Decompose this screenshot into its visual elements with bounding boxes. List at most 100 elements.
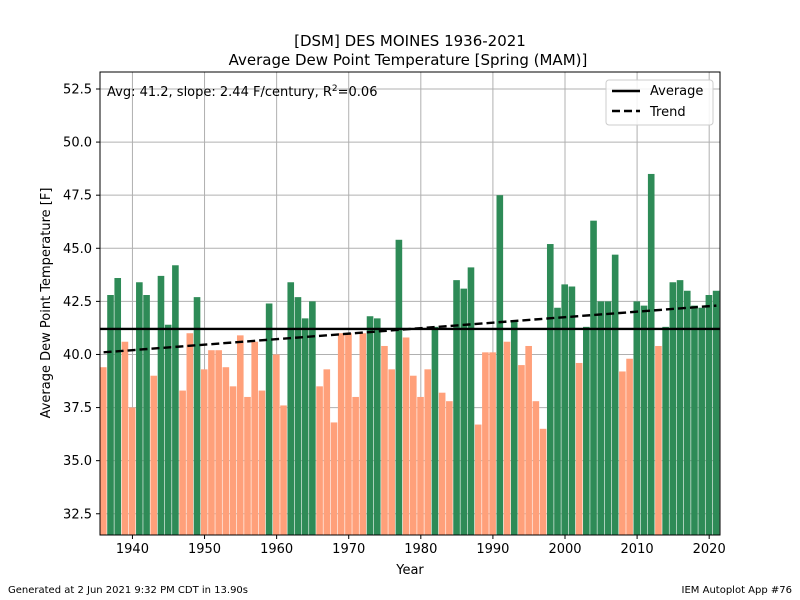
bar-1979 [410,375,417,535]
bar-2000 [561,284,569,535]
y-tick-label: 40.0 [63,348,92,363]
bar-1983 [438,392,446,535]
bar-1960 [273,354,280,535]
bar-2011 [640,305,648,535]
bar-1947 [179,390,186,535]
bar-1954 [229,386,237,535]
bar-1974 [373,318,381,535]
y-tick-label: 50.0 [63,136,92,151]
x-tick-label: 2000 [548,542,581,557]
bar-1945 [164,324,172,535]
bar-1994 [518,365,525,535]
bar-1970 [345,333,352,535]
bar-1942 [143,295,150,535]
bar-1985 [453,280,460,535]
bar-2001 [568,286,576,535]
bar-1941 [136,282,143,535]
bar-1950 [200,369,208,535]
bar-2018 [691,305,698,535]
bar-1998 [546,244,554,535]
x-tick-label: 1960 [260,542,293,557]
bar-1981 [424,369,432,535]
bar-2015 [669,282,677,535]
bar-1946 [172,265,179,535]
x-tick-label: 1980 [404,542,437,557]
legend-average-label: Average [650,84,703,99]
bar-1988 [474,424,482,535]
bar-1956 [244,396,251,535]
stats-annotation-tail: =0.06 [338,85,378,100]
y-axis-label: Average Dew Point Temperature [F] [39,188,54,419]
bar-1949 [193,297,201,535]
bar-1937 [107,295,114,535]
y-tick-label: 47.5 [63,189,92,204]
bar-2013 [655,345,662,535]
bar-1980 [417,396,424,535]
bar-2007 [611,254,619,536]
bar-2002 [575,362,583,535]
bar-1967 [323,369,331,535]
bar-1963 [294,297,302,535]
y-tick-label: 37.5 [63,401,92,416]
bar-2017 [683,290,691,535]
bar-1972 [359,333,367,535]
bar-1943 [150,375,158,535]
footer-app-id: IEM Autoplot App #76 [681,585,792,596]
bars [100,173,720,536]
stats-annotation-main: Avg: 41.2, slope: 2.44 F/century, R [107,85,332,100]
y-tick-label: 45.0 [63,242,92,257]
bar-1973 [366,316,374,535]
bar-1978 [402,337,410,535]
bar-1996 [532,401,540,535]
bar-1965 [309,301,316,535]
bar-1948 [186,333,194,535]
y-tick-label: 32.5 [63,507,92,522]
bar-1962 [287,282,295,535]
bar-1984 [446,401,453,535]
y-tick-label: 42.5 [63,295,92,310]
stats-annotation: Avg: 41.2, slope: 2.44 F/century, R2=0.0… [107,84,377,100]
bar-2009 [626,358,633,535]
stats-annotation-sup: 2 [332,84,338,94]
bar-1961 [280,405,287,535]
x-axis-label: Year [395,563,424,578]
bar-2004 [590,220,597,535]
bar-2019 [698,307,705,535]
bar-1971 [352,396,359,535]
bar-2005 [597,301,605,535]
footer-generated: Generated at 2 Jun 2021 9:32 PM CDT in 1… [8,585,249,596]
bar-2014 [662,326,669,535]
bar-1989 [482,352,489,535]
plot-frame [99,71,721,536]
bar-2016 [676,280,684,535]
bar-1999 [554,307,561,535]
bar-2010 [633,301,641,535]
x-axis: 1940 1950 1960 1970 1980 1990 2000 2010 2020 [116,535,726,557]
bar-1992 [503,341,511,535]
bar-1966 [316,386,323,535]
bar-1982 [431,326,439,535]
x-tick-label: 1950 [188,542,221,557]
y-tick-label: 52.5 [63,82,92,97]
bar-1975 [381,345,388,535]
trend-line [103,304,717,354]
bar-2003 [583,326,590,535]
bar-1997 [539,428,547,535]
bar-1938 [114,278,122,535]
bar-1944 [157,275,165,535]
bar-1964 [301,318,309,535]
bar-1977 [395,239,403,535]
bar-1959 [265,303,273,535]
x-tick-label: 2020 [693,542,726,557]
bar-1940 [128,407,136,535]
bar-1957 [251,341,259,535]
bar-1987 [467,267,475,535]
bar-1968 [330,422,338,535]
bar-1995 [525,345,532,535]
x-tick-label: 1970 [332,542,365,557]
bar-1936 [100,367,107,535]
bar-2020 [705,295,713,535]
bar-2012 [647,173,655,536]
x-tick-label: 2010 [621,542,654,557]
